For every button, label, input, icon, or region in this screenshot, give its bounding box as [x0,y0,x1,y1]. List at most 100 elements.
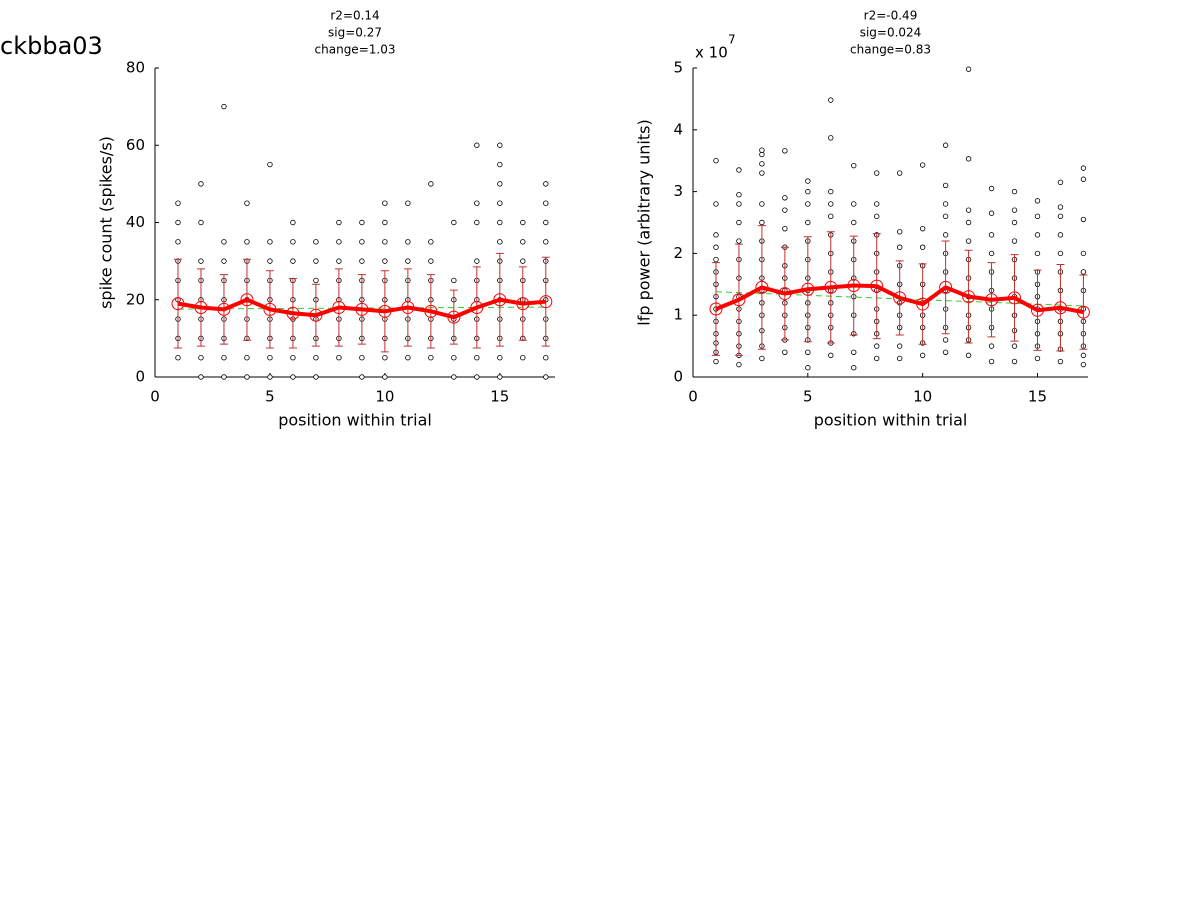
x-tick-label: 5 [803,388,813,406]
mean-marker [962,290,976,304]
data-point [896,244,903,250]
data-point [1080,269,1087,275]
x-tick-label: 15 [490,388,509,406]
data-point [244,239,250,245]
y-axis-label: lfp power (arbitrary units) [635,119,654,325]
data-point [965,156,972,162]
data-point [405,258,411,264]
data-point [759,151,765,158]
data-point [759,147,765,153]
data-point [896,355,903,362]
data-point [267,258,273,264]
x-tick-label: 0 [150,388,160,406]
data-point [1057,179,1064,186]
mean-marker [709,302,723,316]
data-point [474,374,480,380]
data-point [290,354,296,361]
data-point [988,232,995,238]
data-point [942,182,949,189]
data-point [1034,250,1041,257]
data-point [175,200,181,206]
data-point [1057,358,1064,365]
data-point [828,188,834,195]
mean-marker [870,279,884,293]
data-point [1080,165,1087,171]
mean-marker [1076,305,1090,319]
data-point [919,352,926,359]
data-point [713,157,719,164]
mean-marker [194,300,208,314]
x-axis-label: position within trial [814,411,968,430]
mean-marker [824,280,838,294]
data-point [1011,219,1018,226]
figure-title: ckbba03 [0,32,103,60]
error-bar [1079,274,1088,350]
y-tick-label: 20 [126,290,145,308]
data-point [782,349,788,355]
data-point [221,354,227,361]
data-point [382,258,388,264]
data-point [175,239,181,245]
data-point [451,374,457,380]
x-axis-label: position within trial [278,411,432,430]
data-point [290,374,296,380]
chart-title: change=0.83 [850,43,931,57]
data-point [851,365,857,371]
data-point [428,181,434,187]
data-point [1080,361,1087,368]
data-point [874,170,880,176]
mean-marker [493,293,507,307]
data-point [828,201,834,207]
data-point [759,355,765,362]
mean-marker [778,287,792,301]
data-point [313,277,319,284]
mean-marker [1030,303,1044,317]
data-point [382,354,388,361]
data-point [874,201,880,207]
data-point [405,200,411,206]
x-tick-label: 0 [688,388,698,406]
data-point [988,343,995,349]
data-point [988,185,995,192]
data-point [1057,213,1064,220]
data-point [290,239,296,245]
data-point [965,238,972,244]
data-point [244,200,250,206]
data-point [474,219,480,226]
data-point [451,354,457,361]
mean-line [177,297,546,320]
mean-marker [286,306,300,320]
mean-marker [985,293,999,307]
data-point [805,188,811,195]
data-point [1011,343,1018,349]
data-point [874,355,880,362]
data-point [428,239,434,245]
y-tick-label: 2 [673,244,683,262]
data-point [428,258,434,264]
data-point [851,349,857,355]
data-point [736,191,742,198]
data-point [313,354,319,361]
data-point [175,219,181,226]
data-point [520,219,526,226]
data-point [359,258,365,264]
data-point [805,219,811,226]
data-point [759,170,765,176]
data-point [919,244,926,250]
data-point [759,219,765,226]
data-point [221,239,227,245]
data-point [543,219,549,226]
data-point [405,239,411,245]
data-point [543,354,549,361]
data-point [851,162,857,169]
x-tick-label: 10 [375,388,394,406]
data-point [782,148,788,154]
chart-title: sig=0.024 [860,26,922,40]
mean-marker [355,302,369,316]
data-point [736,219,742,226]
chart-title: sig=0.27 [328,26,382,40]
data-point [988,358,995,365]
data-point [851,201,857,207]
data-point [988,210,995,216]
data-point [497,161,503,168]
